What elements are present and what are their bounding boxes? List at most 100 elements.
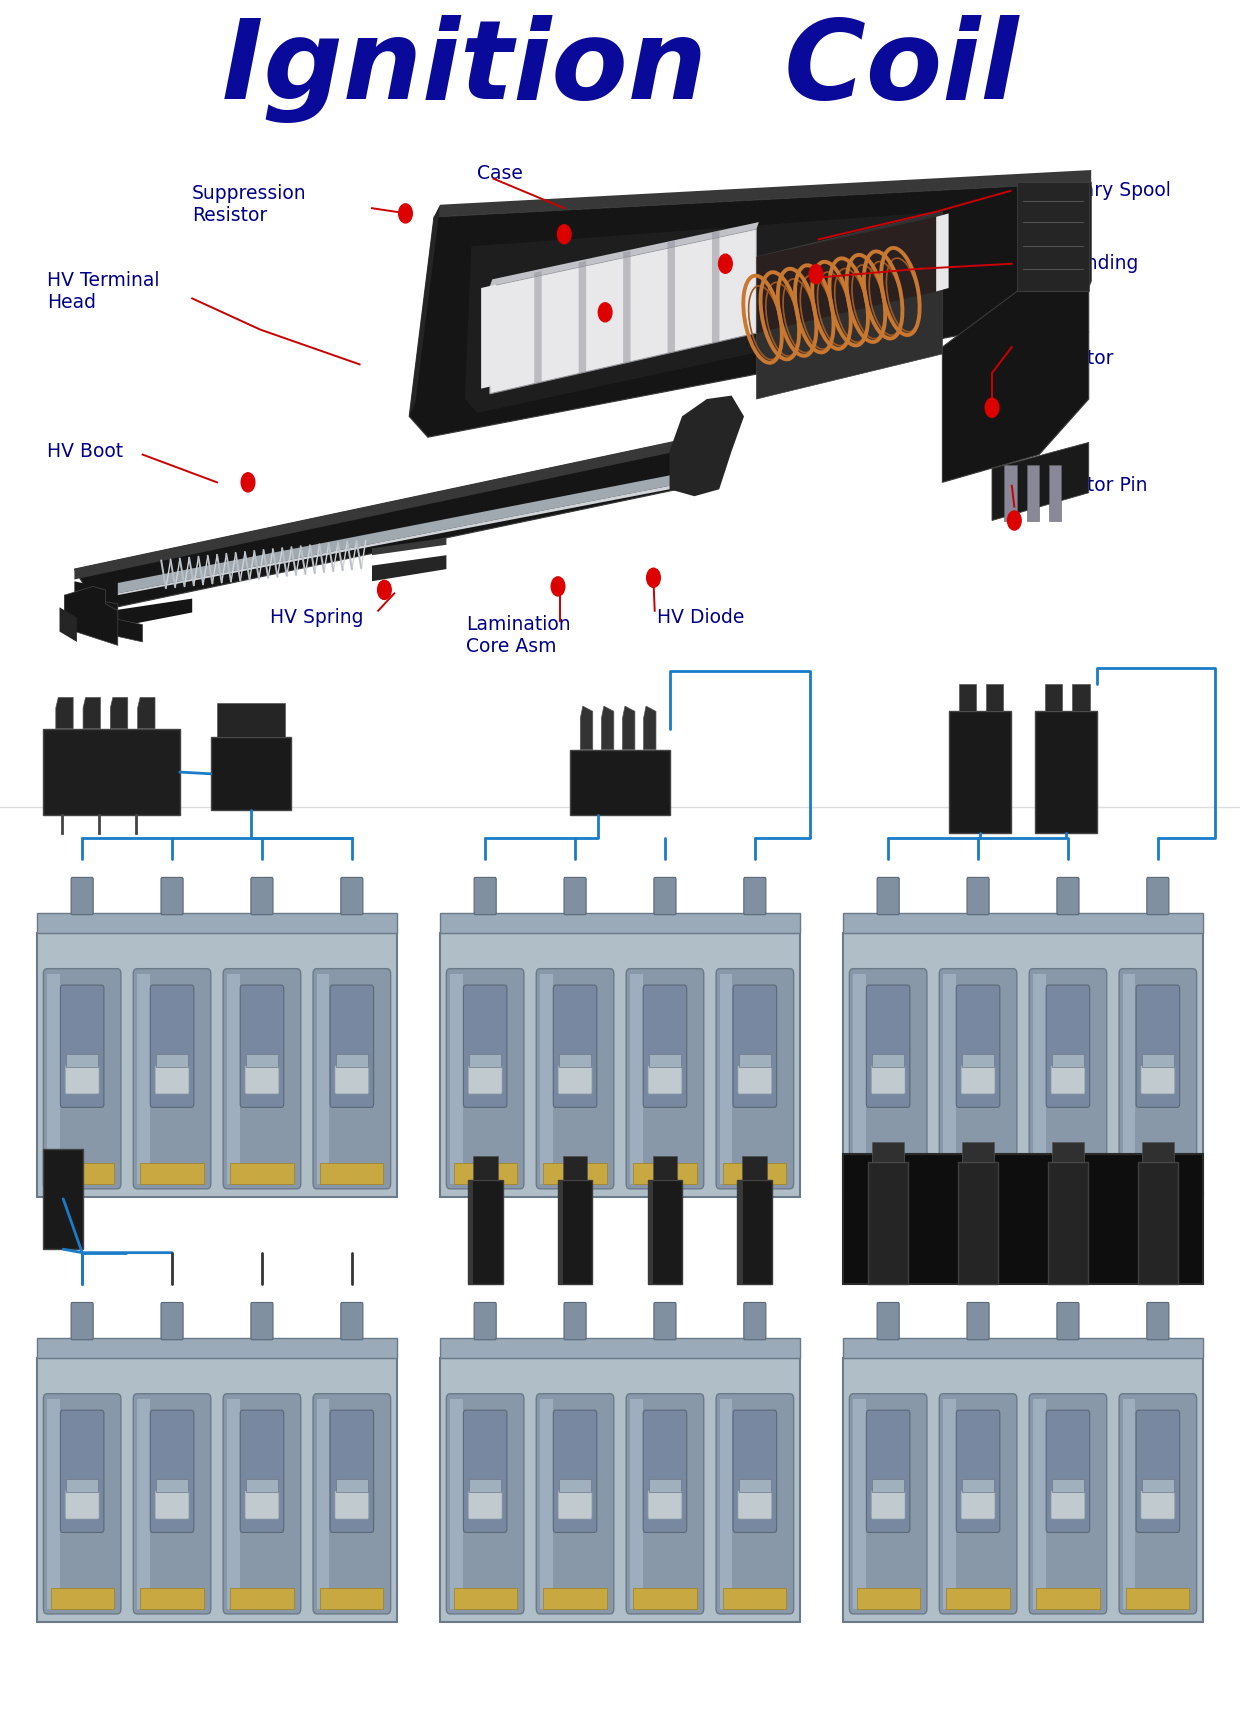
FancyBboxPatch shape: [857, 1162, 920, 1183]
Circle shape: [399, 203, 412, 222]
FancyBboxPatch shape: [1047, 1411, 1090, 1532]
FancyBboxPatch shape: [66, 1480, 98, 1492]
FancyBboxPatch shape: [649, 1055, 681, 1067]
FancyBboxPatch shape: [61, 1411, 104, 1532]
FancyBboxPatch shape: [1142, 1480, 1174, 1492]
FancyBboxPatch shape: [1142, 1055, 1174, 1067]
Polygon shape: [43, 729, 180, 815]
FancyBboxPatch shape: [320, 1162, 383, 1183]
FancyBboxPatch shape: [653, 878, 676, 914]
Circle shape: [985, 399, 999, 418]
FancyBboxPatch shape: [946, 1588, 1009, 1608]
FancyBboxPatch shape: [946, 1162, 1009, 1183]
Polygon shape: [712, 231, 719, 344]
FancyBboxPatch shape: [715, 1393, 794, 1614]
FancyBboxPatch shape: [564, 878, 587, 914]
FancyBboxPatch shape: [744, 1303, 766, 1339]
Polygon shape: [756, 212, 942, 399]
FancyBboxPatch shape: [223, 968, 301, 1188]
Polygon shape: [743, 1156, 768, 1180]
Polygon shape: [670, 396, 744, 496]
FancyBboxPatch shape: [872, 1055, 904, 1067]
FancyBboxPatch shape: [454, 1588, 517, 1608]
FancyBboxPatch shape: [341, 878, 363, 914]
FancyBboxPatch shape: [161, 1303, 184, 1339]
Polygon shape: [60, 607, 77, 642]
Polygon shape: [1052, 1142, 1084, 1162]
Polygon shape: [118, 486, 670, 595]
FancyBboxPatch shape: [320, 1588, 383, 1608]
FancyBboxPatch shape: [231, 1162, 294, 1183]
FancyBboxPatch shape: [336, 1055, 368, 1067]
FancyBboxPatch shape: [440, 1338, 800, 1359]
FancyBboxPatch shape: [719, 1398, 733, 1608]
FancyBboxPatch shape: [1029, 1393, 1107, 1614]
FancyBboxPatch shape: [1118, 1393, 1197, 1614]
FancyBboxPatch shape: [558, 1490, 593, 1520]
FancyBboxPatch shape: [43, 1393, 122, 1614]
Polygon shape: [74, 581, 192, 628]
Polygon shape: [1048, 1162, 1087, 1284]
FancyBboxPatch shape: [1029, 968, 1107, 1188]
FancyBboxPatch shape: [653, 1303, 676, 1339]
FancyBboxPatch shape: [564, 1303, 587, 1339]
FancyBboxPatch shape: [223, 1393, 301, 1614]
FancyBboxPatch shape: [1033, 973, 1045, 1183]
FancyBboxPatch shape: [474, 878, 496, 914]
FancyBboxPatch shape: [47, 1398, 60, 1608]
FancyBboxPatch shape: [64, 1490, 99, 1520]
Text: Secondary Spool: Secondary Spool: [1014, 182, 1172, 200]
FancyBboxPatch shape: [1037, 1588, 1100, 1608]
FancyBboxPatch shape: [155, 1490, 190, 1520]
Polygon shape: [1142, 1142, 1174, 1162]
Circle shape: [647, 567, 661, 586]
FancyBboxPatch shape: [553, 1411, 596, 1532]
FancyBboxPatch shape: [553, 985, 596, 1107]
Circle shape: [558, 226, 572, 245]
FancyBboxPatch shape: [939, 968, 1017, 1188]
Polygon shape: [601, 706, 614, 750]
FancyBboxPatch shape: [877, 878, 899, 914]
FancyBboxPatch shape: [440, 1359, 800, 1622]
FancyBboxPatch shape: [156, 1480, 188, 1492]
FancyBboxPatch shape: [336, 1480, 368, 1492]
FancyBboxPatch shape: [335, 1065, 370, 1095]
Polygon shape: [868, 1162, 908, 1284]
Text: Sec. Winding: Sec. Winding: [1017, 255, 1138, 272]
FancyBboxPatch shape: [1141, 1065, 1176, 1095]
FancyBboxPatch shape: [870, 1490, 905, 1520]
FancyBboxPatch shape: [1126, 1162, 1189, 1183]
FancyBboxPatch shape: [316, 973, 330, 1183]
FancyBboxPatch shape: [849, 1393, 928, 1614]
Polygon shape: [936, 213, 949, 291]
Text: HV Terminal
Head: HV Terminal Head: [47, 271, 160, 312]
Polygon shape: [118, 475, 670, 593]
FancyBboxPatch shape: [454, 1162, 517, 1183]
FancyBboxPatch shape: [1052, 1480, 1084, 1492]
Polygon shape: [64, 586, 118, 645]
FancyBboxPatch shape: [647, 1490, 682, 1520]
FancyBboxPatch shape: [1050, 1065, 1085, 1095]
FancyBboxPatch shape: [446, 968, 525, 1188]
Text: HV Boot: HV Boot: [47, 442, 123, 460]
FancyBboxPatch shape: [440, 913, 800, 933]
FancyBboxPatch shape: [630, 973, 642, 1183]
FancyBboxPatch shape: [37, 1359, 397, 1622]
Polygon shape: [563, 1156, 588, 1180]
Polygon shape: [652, 1156, 677, 1180]
FancyBboxPatch shape: [630, 1398, 642, 1608]
FancyBboxPatch shape: [464, 1411, 507, 1532]
FancyBboxPatch shape: [739, 1055, 771, 1067]
FancyBboxPatch shape: [136, 1398, 150, 1608]
Circle shape: [718, 253, 732, 272]
Polygon shape: [490, 222, 759, 286]
FancyBboxPatch shape: [37, 933, 397, 1197]
Polygon shape: [43, 1149, 83, 1249]
Polygon shape: [409, 182, 1091, 437]
Polygon shape: [959, 684, 976, 711]
FancyBboxPatch shape: [51, 1162, 114, 1183]
Polygon shape: [872, 1142, 904, 1162]
FancyBboxPatch shape: [942, 1398, 956, 1608]
Polygon shape: [1073, 684, 1090, 711]
FancyBboxPatch shape: [715, 968, 794, 1188]
